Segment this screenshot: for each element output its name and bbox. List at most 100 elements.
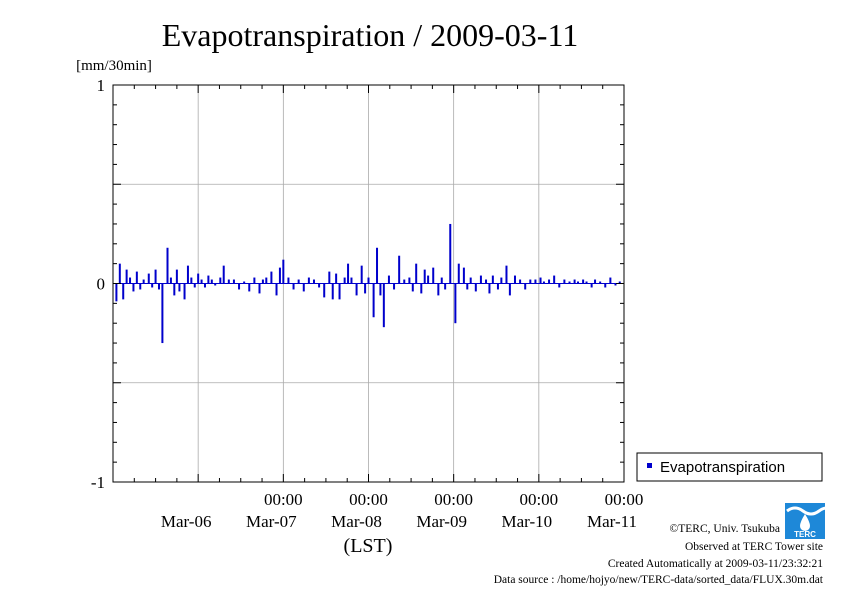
x-axis-label: (LST) [344, 535, 393, 557]
data-bar [197, 273, 200, 284]
data-bar [258, 283, 261, 294]
data-bar [553, 275, 556, 284]
data-bar [125, 269, 128, 284]
data-bar [166, 247, 169, 284]
data-bar [505, 265, 508, 284]
data-bar [151, 283, 154, 288]
legend-swatch [647, 463, 652, 468]
y-axis-unit: [mm/30min] [76, 58, 152, 74]
terc-logo: TERC [785, 503, 836, 539]
x-tick-date: Mar-08 [331, 512, 382, 531]
data-bar [420, 283, 423, 294]
data-bar [376, 247, 379, 284]
data-bar [186, 265, 189, 284]
data-bar [157, 283, 160, 290]
data-bar [338, 283, 341, 300]
data-bar [491, 275, 494, 284]
data-bar [568, 281, 571, 284]
data-bar [427, 275, 430, 284]
x-tick-date: Mar-10 [502, 512, 553, 531]
data-bar [469, 277, 472, 284]
created-text: Created Automatically at 2009-03-11/23:3… [608, 558, 823, 570]
x-tick-time: 00:00 [434, 490, 473, 509]
data-bar [183, 283, 186, 300]
data-bar [529, 279, 532, 284]
data-bar [355, 283, 358, 296]
data-bar [479, 275, 482, 284]
legend: Evapotranspiration [636, 452, 823, 482]
data-bar [604, 283, 607, 288]
data-bar [360, 265, 363, 284]
wave-icon [786, 506, 836, 516]
x-tick-time: 00:00 [519, 490, 558, 509]
y-tick-label: 0 [97, 275, 106, 294]
data-bar [393, 283, 396, 290]
data-bar [115, 283, 118, 302]
y-tick-labels: 1 0 -1 [91, 76, 105, 492]
data-bar [318, 283, 321, 288]
data-bar [496, 283, 499, 290]
data-bar [573, 279, 576, 284]
drop-icon [800, 514, 810, 531]
data-bar [161, 283, 164, 344]
data-bar [243, 281, 246, 284]
data-bar [408, 277, 411, 284]
data-bar [563, 279, 566, 284]
data-bar [118, 263, 121, 284]
data-bar [169, 277, 172, 284]
data-bar [457, 263, 460, 284]
data-bar [178, 283, 181, 292]
data-bar [312, 279, 315, 284]
data-bar [275, 283, 278, 296]
data-bar [297, 279, 300, 284]
data-bar [474, 283, 477, 292]
data-bar [440, 277, 443, 284]
data-bar [415, 263, 418, 284]
data-bar [122, 283, 125, 300]
data-bar [508, 283, 511, 296]
data-bar [558, 283, 561, 288]
y-tick-label: 1 [97, 76, 106, 95]
data-bar [599, 281, 602, 284]
axis-ticks [112, 84, 625, 483]
data-bar [542, 281, 545, 284]
data-bar [287, 277, 290, 284]
data-bar [227, 279, 230, 284]
data-bar [387, 275, 390, 284]
data-bar [500, 277, 503, 284]
observed-text: Observed at TERC Tower site [685, 541, 823, 553]
data-bar [398, 255, 401, 284]
x-tick-date: Mar-11 [587, 512, 637, 531]
data-bar [539, 277, 542, 284]
data-bar [534, 279, 537, 284]
data-bar [350, 277, 353, 284]
x-tick-date: Mar-06 [161, 512, 212, 531]
x-tick-time: 00:00 [605, 490, 644, 509]
data-bar [253, 277, 256, 284]
data-bar [485, 279, 488, 284]
data-bar [173, 283, 176, 296]
data-bar [139, 283, 142, 290]
data-bar [372, 283, 375, 318]
data-bar [207, 275, 210, 284]
data-bar [513, 275, 516, 284]
data-bar [585, 281, 588, 284]
data-bar [175, 269, 178, 284]
data-bar [200, 279, 203, 284]
data-bar [142, 279, 145, 284]
data-bar [614, 283, 617, 286]
x-tick-time: 00:00 [349, 490, 388, 509]
data-bar [449, 223, 452, 284]
data-bar [238, 283, 241, 290]
data-bar [488, 283, 491, 294]
data-bar [382, 283, 385, 328]
data-bar [261, 279, 264, 284]
data-bar [379, 283, 382, 296]
data-bar [135, 271, 138, 284]
y-tick-label: -1 [91, 473, 105, 492]
data-bar [367, 277, 370, 284]
data-bar [331, 283, 334, 300]
data-bar [222, 265, 225, 284]
data-bar [582, 279, 585, 284]
data-bar [609, 277, 612, 284]
